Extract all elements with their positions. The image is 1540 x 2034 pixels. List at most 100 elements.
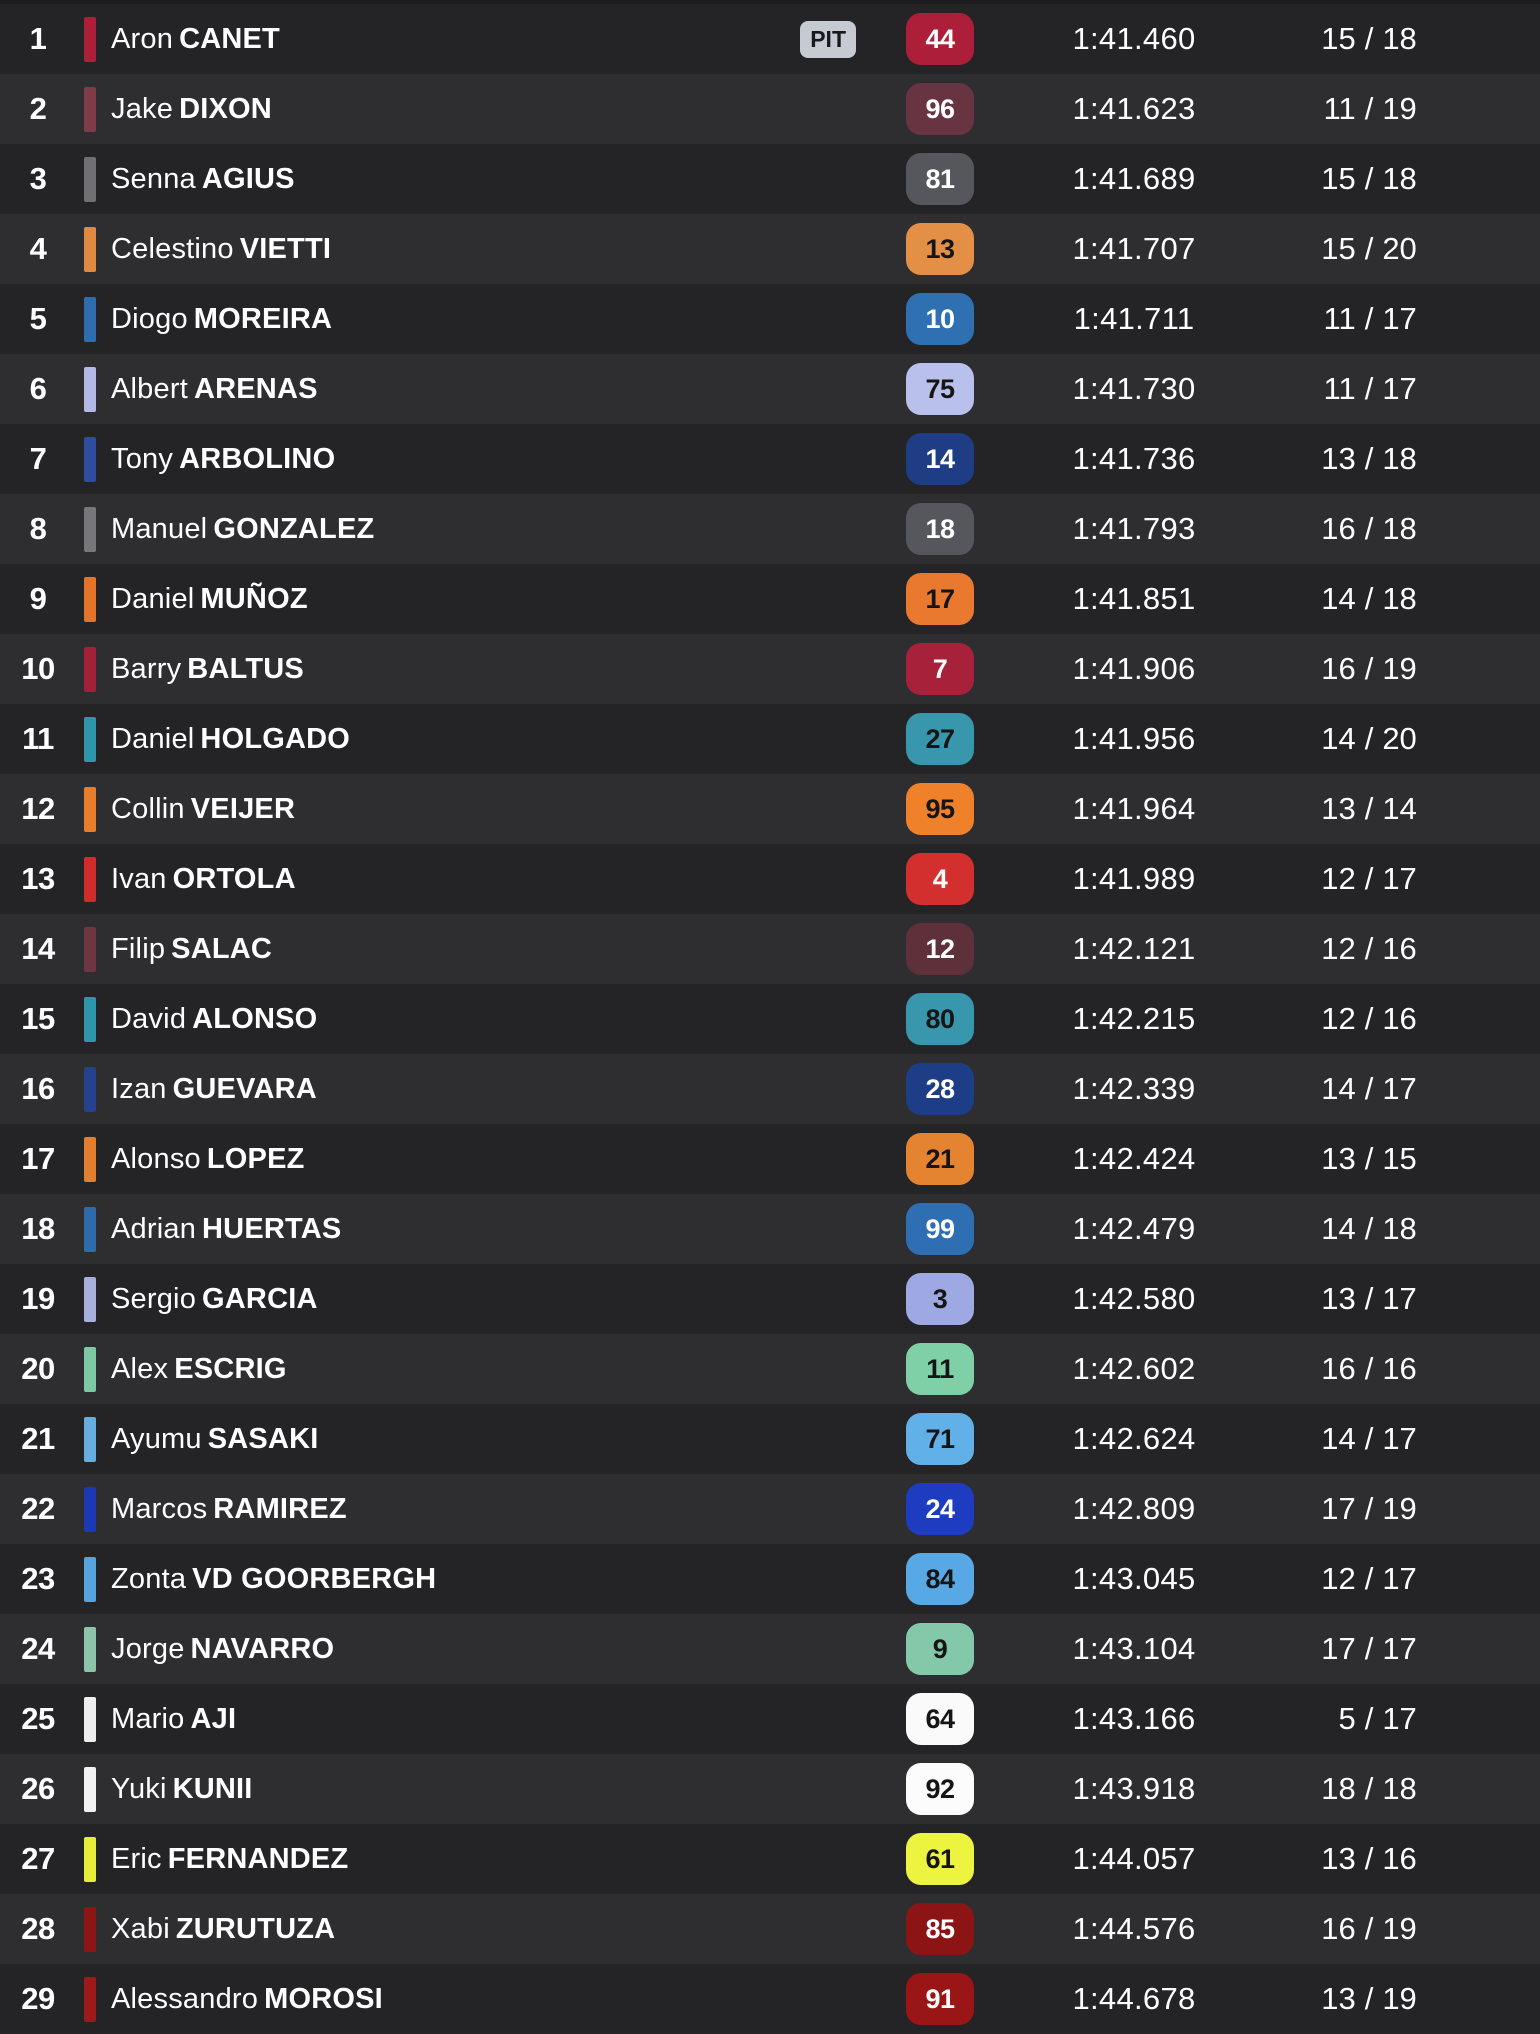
rider-row[interactable]: 17 Alonso LOPEZ 21 1:42.424 13/15	[0, 1124, 1540, 1194]
rider-first-name: Filip	[111, 932, 166, 965]
rider-name: Mario AJI	[111, 1703, 906, 1736]
rider-last-name: SASAKI	[207, 1422, 319, 1455]
rider-row[interactable]: 29 Alessandro MOROSI 91 1:44.678 13/19	[0, 1964, 1540, 2034]
laps-separator: /	[1364, 1771, 1374, 1806]
rider-last-name: HOLGADO	[200, 722, 351, 755]
rider-first-name: Barry	[111, 652, 182, 685]
laps-total: 19	[1382, 1911, 1417, 1946]
laps-completed: 12	[1321, 931, 1356, 966]
rider-row[interactable]: 5 Diogo MOREIRA 10 1:41.711 11/17	[0, 284, 1540, 354]
laps-separator: /	[1364, 511, 1374, 546]
table-top-divider	[0, 0, 1540, 4]
laps-completed: 16	[1321, 1911, 1356, 1946]
laps-completed: 12	[1321, 861, 1356, 896]
rider-name: Yuki KUNII	[111, 1773, 906, 1806]
rider-first-name: Sergio	[111, 1282, 197, 1315]
best-lap-time: 1:41.623	[1072, 91, 1196, 126]
rider-first-name: Collin	[111, 792, 185, 825]
rider-row[interactable]: 16 Izan GUEVARA 28 1:42.339 14/17	[0, 1054, 1540, 1124]
laps-completed: 13	[1321, 1281, 1356, 1316]
rider-row[interactable]: 2 Jake DIXON 96 1:41.623 11/19	[0, 74, 1540, 144]
laps-completed: 17	[1321, 1631, 1356, 1666]
laps-separator: /	[1364, 1351, 1374, 1386]
rider-number-badge: 80	[906, 993, 974, 1045]
laps-total: 19	[1382, 1491, 1417, 1526]
rider-number-badge: 44	[906, 13, 974, 65]
rider-name: Sergio GARCIA	[111, 1283, 906, 1316]
rider-row[interactable]: 27 Eric FERNANDEZ 61 1:44.057 13/16	[0, 1824, 1540, 1894]
rider-row[interactable]: 4 Celestino VIETTI 13 1:41.707 15/20	[0, 214, 1540, 284]
team-color-bar	[84, 996, 96, 1042]
laps-completed: 18	[1321, 1771, 1356, 1806]
rider-last-name: MOROSI	[264, 1982, 383, 2015]
rider-row[interactable]: 28 Xabi ZURUTUZA 85 1:44.576 16/19	[0, 1894, 1540, 1964]
rider-last-name: RAMIREZ	[213, 1492, 347, 1525]
rider-number-badge: 11	[906, 1343, 974, 1395]
rider-row[interactable]: 19 Sergio GARCIA 3 1:42.580 13/17	[0, 1264, 1540, 1334]
laps-total: 18	[1382, 1771, 1417, 1806]
lap-count: 13/16	[1294, 1841, 1444, 1877]
rider-row[interactable]: 9 Daniel MUÑOZ 17 1:41.851 14/18	[0, 564, 1540, 634]
position-number: 7	[29, 441, 47, 476]
rider-number-badge: 85	[906, 1903, 974, 1955]
rider-row[interactable]: 3 Senna AGIUS 81 1:41.689 15/18	[0, 144, 1540, 214]
rider-row[interactable]: 14 Filip SALAC 12 1:42.121 12/16	[0, 914, 1540, 984]
laps-completed: 14	[1321, 581, 1356, 616]
rider-number-badge: 24	[906, 1483, 974, 1535]
laps-separator: /	[1364, 1701, 1374, 1736]
rider-row[interactable]: 7 Tony ARBOLINO 14 1:41.736 13/18	[0, 424, 1540, 494]
rider-row[interactable]: 11 Daniel HOLGADO 27 1:41.956 14/20	[0, 704, 1540, 774]
rider-row[interactable]: 1 Aron CANET PIT 44 1:41.460 15/18	[0, 4, 1540, 74]
laps-total: 14	[1382, 791, 1417, 826]
rider-row[interactable]: 8 Manuel GONZALEZ 18 1:41.793 16/18	[0, 494, 1540, 564]
laps-completed: 12	[1321, 1561, 1356, 1596]
rider-row[interactable]: 26 Yuki KUNII 92 1:43.918 18/18	[0, 1754, 1540, 1824]
laps-total: 18	[1382, 441, 1417, 476]
rider-row[interactable]: 23 Zonta VD GOORBERGH 84 1:43.045 12/17	[0, 1544, 1540, 1614]
lap-count: 13/17	[1294, 1281, 1444, 1317]
laps-separator: /	[1364, 161, 1374, 196]
rider-last-name: MUÑOZ	[200, 582, 308, 615]
position-number: 11	[22, 721, 54, 756]
rider-first-name: Jorge	[111, 1632, 185, 1665]
position-number: 24	[21, 1631, 55, 1666]
best-lap-time: 1:42.479	[1072, 1211, 1196, 1246]
rider-row[interactable]: 15 David ALONSO 80 1:42.215 12/16	[0, 984, 1540, 1054]
best-lap-time: 1:42.339	[1072, 1071, 1196, 1106]
rider-name: Ayumu SASAKI	[111, 1423, 906, 1456]
rider-number-badge: 91	[906, 1973, 974, 2025]
lap-count: 13/19	[1294, 1981, 1444, 2017]
rider-name: Daniel HOLGADO	[111, 723, 906, 756]
team-color-bar	[84, 296, 96, 342]
lap-count: 18/18	[1294, 1771, 1444, 1807]
rider-number-badge: 81	[906, 153, 974, 205]
rider-row[interactable]: 21 Ayumu SASAKI 71 1:42.624 14/17	[0, 1404, 1540, 1474]
rider-row[interactable]: 22 Marcos RAMIREZ 24 1:42.809 17/19	[0, 1474, 1540, 1544]
laps-separator: /	[1364, 1141, 1374, 1176]
best-lap-time: 1:41.689	[1072, 161, 1196, 196]
rider-first-name: Alex	[111, 1352, 169, 1385]
rider-row[interactable]: 10 Barry BALTUS 7 1:41.906 16/19	[0, 634, 1540, 704]
rider-last-name: SALAC	[171, 932, 273, 965]
team-color-bar	[84, 156, 96, 202]
rider-row[interactable]: 6 Albert ARENAS 75 1:41.730 11/17	[0, 354, 1540, 424]
laps-completed: 12	[1321, 1001, 1356, 1036]
rider-name: Manuel GONZALEZ	[111, 513, 906, 546]
rider-row[interactable]: 18 Adrian HUERTAS 99 1:42.479 14/18	[0, 1194, 1540, 1264]
rider-last-name: ORTOLA	[172, 862, 296, 895]
laps-separator: /	[1364, 91, 1374, 126]
team-color-bar	[84, 856, 96, 902]
best-lap-time: 1:42.580	[1072, 1281, 1196, 1316]
rider-rows-container: 1 Aron CANET PIT 44 1:41.460 15/18 2 Jake…	[0, 4, 1540, 2034]
rider-name: Alex ESCRIG	[111, 1353, 906, 1386]
rider-row[interactable]: 12 Collin VEIJER 95 1:41.964 13/14	[0, 774, 1540, 844]
rider-last-name: FERNANDEZ	[167, 1842, 349, 1875]
rider-row[interactable]: 25 Mario AJI 64 1:43.166 5/17	[0, 1684, 1540, 1754]
rider-row[interactable]: 20 Alex ESCRIG 11 1:42.602 16/16	[0, 1334, 1540, 1404]
position-number: 22	[21, 1491, 55, 1526]
best-lap-time: 1:42.602	[1072, 1351, 1196, 1386]
rider-row[interactable]: 24 Jorge NAVARRO 9 1:43.104 17/17	[0, 1614, 1540, 1684]
rider-row[interactable]: 13 Ivan ORTOLA 4 1:41.989 12/17	[0, 844, 1540, 914]
laps-separator: /	[1364, 1841, 1374, 1876]
position-number: 25	[21, 1701, 55, 1736]
